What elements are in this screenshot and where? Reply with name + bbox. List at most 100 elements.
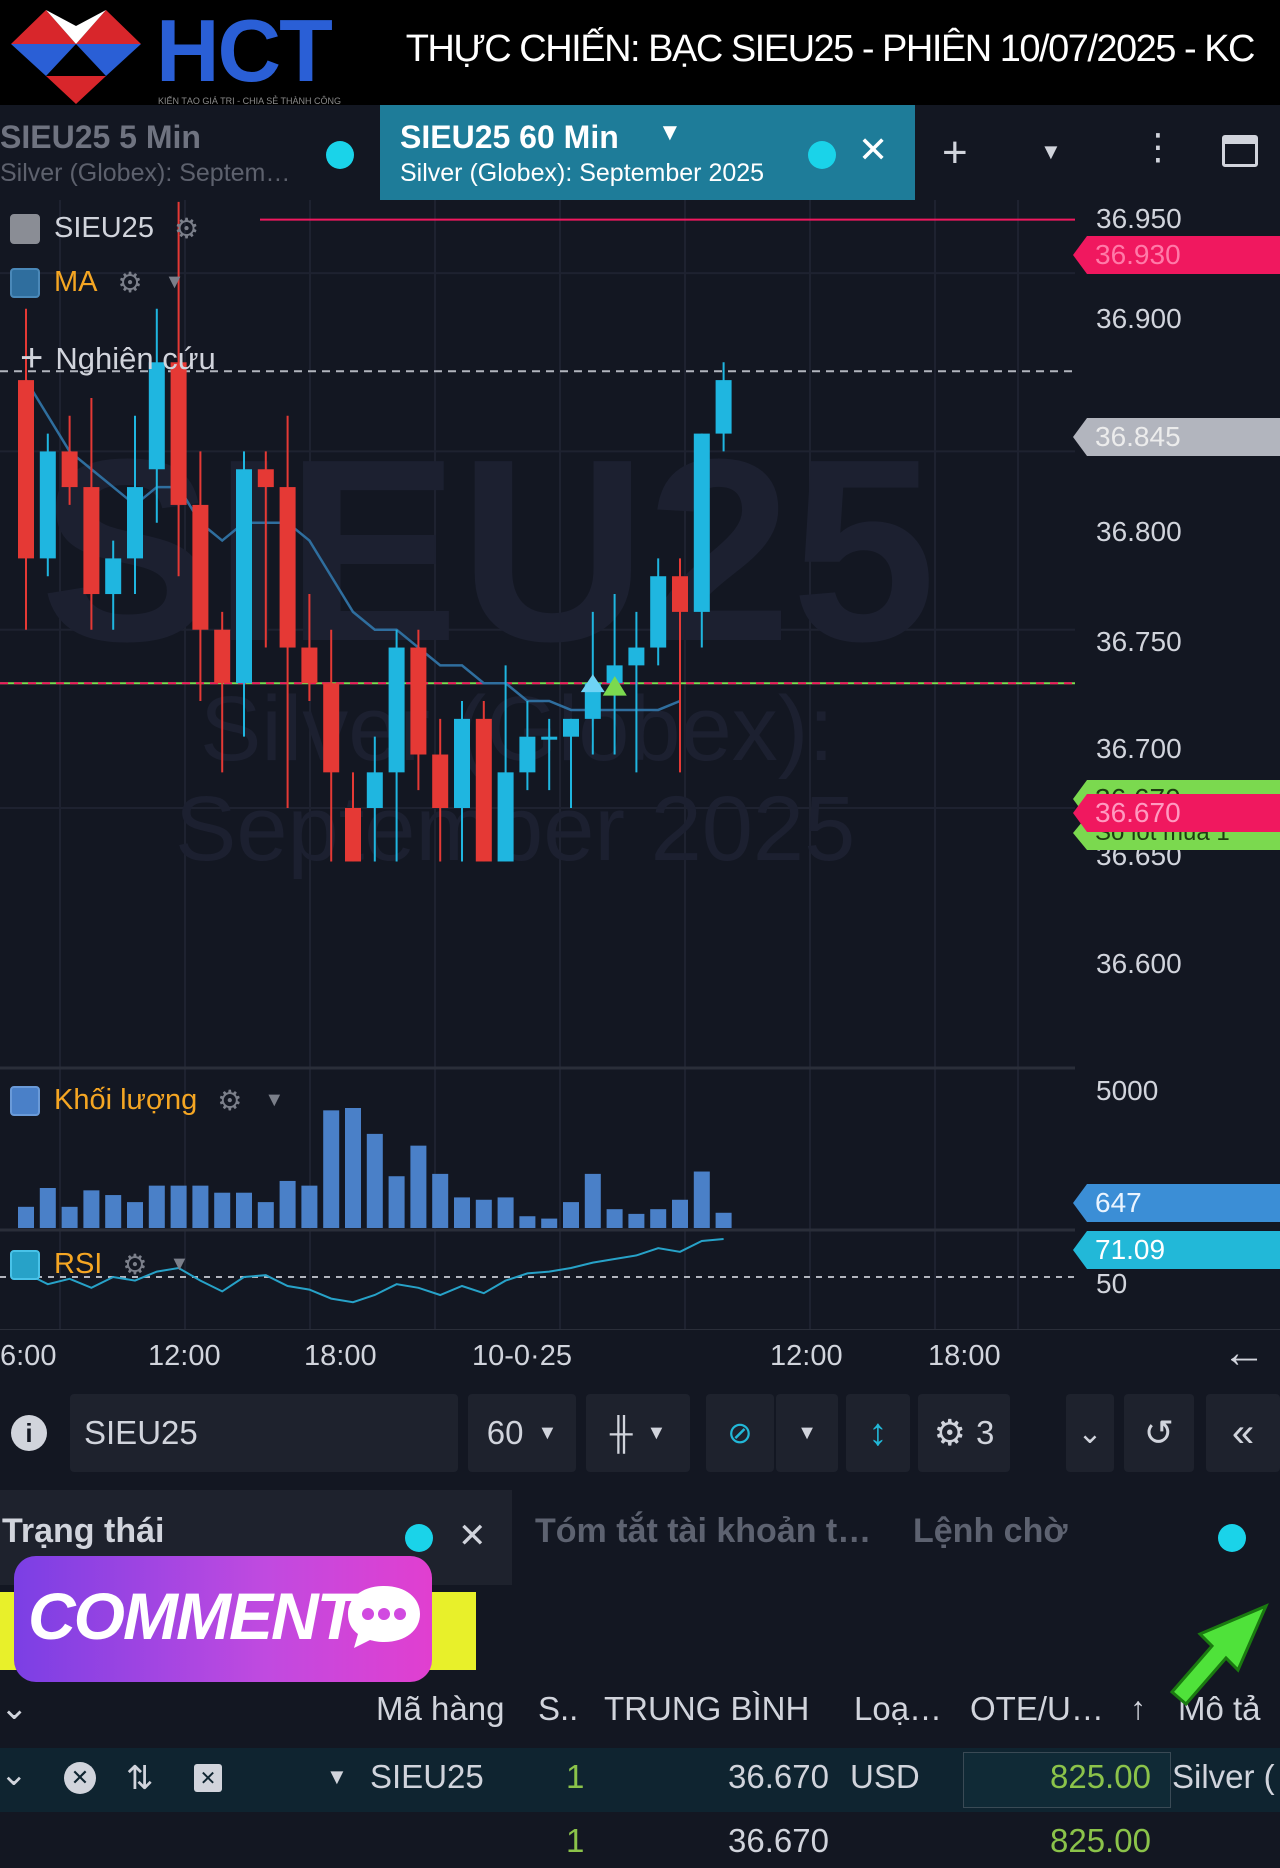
chevron-down-icon[interactable]: ▼: [1040, 139, 1062, 164]
add-tab-icon[interactable]: +: [942, 128, 968, 177]
hide-options-dropdown[interactable]: ▼: [776, 1394, 838, 1472]
logo-tagline: KIẾN TẠO GIÁ TRỊ - CHIA SẺ THÀNH CÔNG: [158, 96, 342, 106]
candle-body: [563, 718, 579, 737]
symbol-input[interactable]: SIEU25: [70, 1394, 458, 1472]
chart-type-select[interactable]: ╫ ▼: [586, 1394, 690, 1472]
color-swatch[interactable]: [10, 267, 40, 298]
time-tick-label: 18:00: [304, 1340, 377, 1372]
time-tick-label: 6:00: [0, 1340, 57, 1372]
buy-arrow-icon: [580, 674, 605, 693]
chevron-down-icon[interactable]: ▼: [658, 119, 682, 146]
volume-bar: [366, 1133, 383, 1228]
gear-icon[interactable]: ⚙: [217, 1085, 243, 1116]
add-study-label: Nghiên cứu: [55, 340, 216, 376]
chevron-down-icon[interactable]: ⌄: [0, 1755, 28, 1792]
cancel-orders-icon[interactable]: ✕: [194, 1764, 222, 1792]
panel-tabs: Trạng thái ✕ Tóm tắt tài khoản t… Lệnh c…: [0, 1490, 1280, 1585]
legend-ma-row[interactable]: MA ⚙ ▼: [10, 266, 184, 299]
candle: [170, 201, 187, 577]
diamond-logo-icon: [11, 10, 141, 104]
price-tick-label: 36.950: [1096, 203, 1182, 234]
candle: [410, 629, 427, 791]
tab-sieu25-5min[interactable]: SIEU25 5 Min Silver (Globex): Septem…: [0, 105, 370, 200]
fill-marker-icon: [602, 676, 627, 696]
candle: [388, 629, 405, 862]
col-symbol[interactable]: Mã hàng: [376, 1690, 505, 1727]
color-swatch[interactable]: [10, 1249, 40, 1280]
collapse-panel-button[interactable]: «: [1206, 1394, 1280, 1472]
candle-body: [345, 808, 361, 862]
studies-button[interactable]: ⚙ 3: [918, 1394, 1010, 1472]
candle-body: [105, 558, 122, 595]
studies-count: 3: [975, 1414, 995, 1451]
legend-rsi-row[interactable]: RSI ⚙ ▼: [10, 1248, 189, 1281]
session-title: THỰC CHIẾN: BẠC SIEU25 - PHIÊN 10/07/202…: [405, 28, 1256, 70]
candle-body: [519, 736, 536, 773]
comment-label: COMMENT: [28, 1579, 357, 1653]
chevron-down-icon[interactable]: ▼: [326, 1764, 348, 1789]
price-tick-label: 36.800: [1096, 516, 1182, 547]
chart-tab-bar: SIEU25 5 Min Silver (Globex): Septem… SI…: [0, 105, 1280, 200]
legend-symbol-row[interactable]: SIEU25 ⚙: [10, 212, 199, 245]
add-study-button[interactable]: + Nghiên cứu: [20, 336, 216, 381]
candle-body: [650, 576, 667, 648]
chevron-down-icon[interactable]: ▼: [164, 271, 185, 293]
tab-account-summary[interactable]: Tóm tắt tài khoản t…: [535, 1512, 872, 1550]
candle-body: [257, 469, 274, 488]
arrow-left-icon[interactable]: ←: [1222, 1328, 1266, 1377]
candle-body: [693, 433, 710, 612]
chart-canvas[interactable]: SIEU25 Silver (Globex): September 2025: [0, 200, 1280, 1330]
chevron-down-icon[interactable]: ▼: [169, 1253, 190, 1275]
undo-icon: ↺: [1143, 1412, 1175, 1453]
tab-pending-orders[interactable]: Lệnh chờ: [913, 1512, 1068, 1550]
chevron-down-icon[interactable]: ▼: [264, 1089, 285, 1111]
live-dot-icon: [405, 1524, 433, 1552]
info-button[interactable]: i: [0, 1394, 58, 1472]
gear-icon[interactable]: ⚙: [122, 1249, 148, 1280]
color-swatch[interactable]: [10, 213, 40, 244]
tab-sieu25-60min[interactable]: SIEU25 60 Min ▼ Silver (Globex): Septemb…: [380, 105, 915, 200]
hide-drawings-button[interactable]: ⊘: [706, 1394, 774, 1472]
row-qty: 1: [566, 1822, 585, 1859]
gear-icon[interactable]: ⚙: [173, 213, 200, 244]
gear-icon[interactable]: ⚙: [117, 267, 143, 298]
candle: [672, 558, 688, 773]
close-icon[interactable]: ✕: [858, 129, 889, 170]
legend-symbol-label: SIEU25: [54, 212, 154, 244]
time-tick-label: 18:00: [928, 1340, 1001, 1372]
volume-bar: [672, 1199, 688, 1228]
candle: [236, 451, 252, 737]
col-type[interactable]: Loạ…: [854, 1690, 943, 1727]
candle-body: [432, 754, 449, 808]
reverse-position-icon[interactable]: ⇅: [126, 1759, 154, 1796]
collapse-button[interactable]: ⌄: [1066, 1394, 1114, 1472]
candle-body: [410, 647, 427, 755]
color-swatch[interactable]: [10, 1085, 40, 1116]
more-vertical-icon[interactable]: ⋮: [1140, 126, 1176, 167]
sort-up-icon[interactable]: ↑: [1130, 1690, 1146, 1726]
autoscale-button[interactable]: ↕: [846, 1394, 910, 1472]
close-icon[interactable]: ✕: [458, 1517, 487, 1555]
price-chart[interactable]: SIEU25 Silver (Globex): September 2025: [0, 200, 1280, 1330]
volume-bar: [715, 1212, 732, 1228]
table-row[interactable]: ⌄ ✕ ⇅ ✕ ▼ SIEU25 1 36.670 USD 825.00 Sil…: [0, 1748, 1280, 1812]
candle-body: [170, 362, 187, 505]
volume-bar: [497, 1197, 514, 1228]
close-position-icon[interactable]: ✕: [64, 1762, 96, 1794]
volume-bar: [345, 1108, 361, 1228]
rsi-badge: 71.09: [1073, 1231, 1280, 1269]
candle: [61, 415, 78, 505]
volume-bar: [214, 1192, 231, 1228]
interval-select[interactable]: 60 ▼: [468, 1394, 576, 1472]
ote-cell: [963, 1752, 1171, 1808]
tab-positions[interactable]: Trạng thái ✕: [0, 1490, 512, 1585]
col-average[interactable]: TRUNG BÌNH: [604, 1690, 810, 1727]
gear-icon: ⚙: [933, 1412, 966, 1453]
expand-all-icon[interactable]: ⌄: [0, 1689, 29, 1727]
col-qty[interactable]: S..: [538, 1690, 579, 1727]
window-icon[interactable]: [1222, 135, 1258, 167]
rsi-tick-label: 50: [1096, 1268, 1128, 1299]
undo-button[interactable]: ↺: [1124, 1394, 1194, 1472]
legend-volume-row[interactable]: Khối lượng ⚙ ▼: [10, 1084, 284, 1117]
col-ote[interactable]: OTE/U…: [970, 1690, 1104, 1727]
